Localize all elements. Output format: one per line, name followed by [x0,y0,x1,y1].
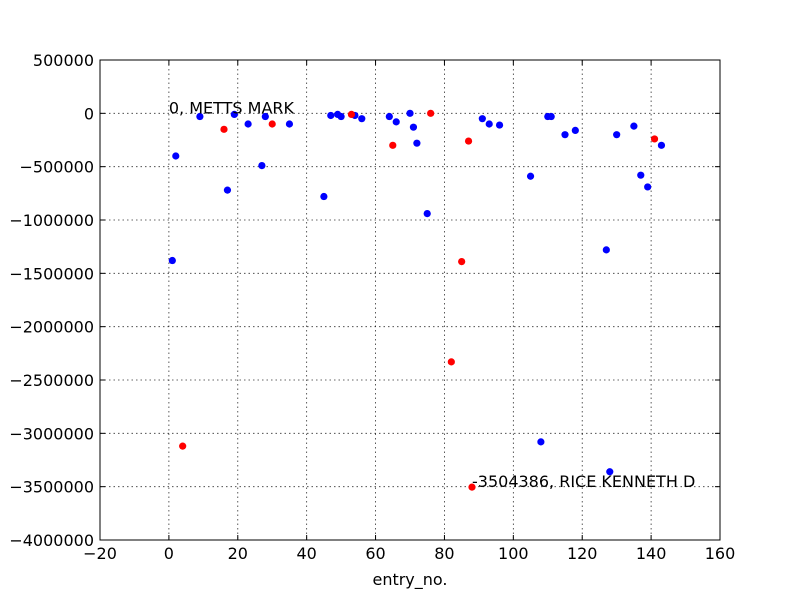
blue-data-point [613,131,621,139]
red-data-point [220,125,228,133]
blue-data-point [485,120,493,128]
axis-ticks: −20 0 20 40 60 80 100 120 140 160 500000 0 −500000 −1… [9,51,735,563]
blue-data-point [285,120,294,128]
blue-data-point [230,110,238,118]
y-tick-label: −2500000 [9,371,94,390]
y-tick-label: 0 [84,104,94,123]
blue-data-point [637,171,645,179]
y-tick-label: −3000000 [9,424,94,443]
blue-data-point [261,112,269,121]
blue-data-point [602,246,610,254]
annotation-label: -3504386, RICE KENNETH D [472,472,695,491]
blue-data-point [196,112,204,121]
x-axis-label: entry_no. [372,570,447,590]
y-tick-label: −3500000 [9,478,94,497]
blue-data-point [561,131,569,139]
blue-data-point [172,152,180,160]
x-tick-label: 100 [498,544,529,563]
red-data-point [464,137,473,145]
y-tick-label: −1000000 [9,211,94,230]
blue-data-point [630,122,638,130]
blue-data-point [423,210,431,218]
blue-data-point [244,120,252,128]
blue-data-point [571,126,579,134]
blue-data-point [644,183,652,191]
blue-data-point [320,192,328,201]
red-data-point [447,358,455,366]
red-data-point [458,258,466,266]
annotations: 0, METTS MARK -3504386, RICE KENNETH D [169,98,695,491]
red-data-point [427,109,435,117]
y-tick-label: −4000000 [9,531,94,550]
blue-data-point [495,121,504,129]
data-points [168,109,666,491]
x-tick-label: 140 [636,544,667,563]
blue-data-point [337,112,345,121]
grid-lines [100,60,720,540]
red-data-point [389,141,397,149]
x-tick-label: 20 [228,544,248,563]
red-data-point [650,135,659,143]
x-tick-label: 80 [434,544,454,563]
blue-data-point [168,256,176,265]
blue-data-point [385,112,393,121]
blue-data-point [413,139,421,147]
annotation-label: 0, METTS MARK [169,98,295,117]
red-data-point [268,120,276,128]
y-tick-label: −2000000 [9,318,94,337]
y-tick-label: 500000 [33,51,94,70]
blue-data-point [258,162,266,170]
red-data-point [179,442,187,450]
blue-data-point [406,109,414,117]
red-data-point [347,110,356,118]
blue-data-point [327,111,335,120]
red-data-point [468,483,476,491]
blue-data-point [223,186,232,194]
blue-data-point [547,112,555,121]
x-tick-label: −20 [83,544,117,563]
x-tick-label: 60 [365,544,385,563]
blue-data-point [478,115,486,123]
x-tick-label: 160 [705,544,736,563]
x-tick-label: 40 [296,544,316,563]
blue-data-point [537,438,545,446]
y-tick-label: −500000 [20,158,94,177]
blue-data-point [358,115,366,123]
blue-data-point [606,468,614,476]
x-tick-label: 120 [567,544,598,563]
x-tick-label: 0 [164,544,174,563]
plot-frame [99,59,721,541]
y-tick-label: −1500000 [9,264,94,283]
blue-data-point [409,123,418,131]
blue-data-point [657,141,666,149]
blue-data-point [392,118,400,126]
blue-data-point [526,172,535,180]
